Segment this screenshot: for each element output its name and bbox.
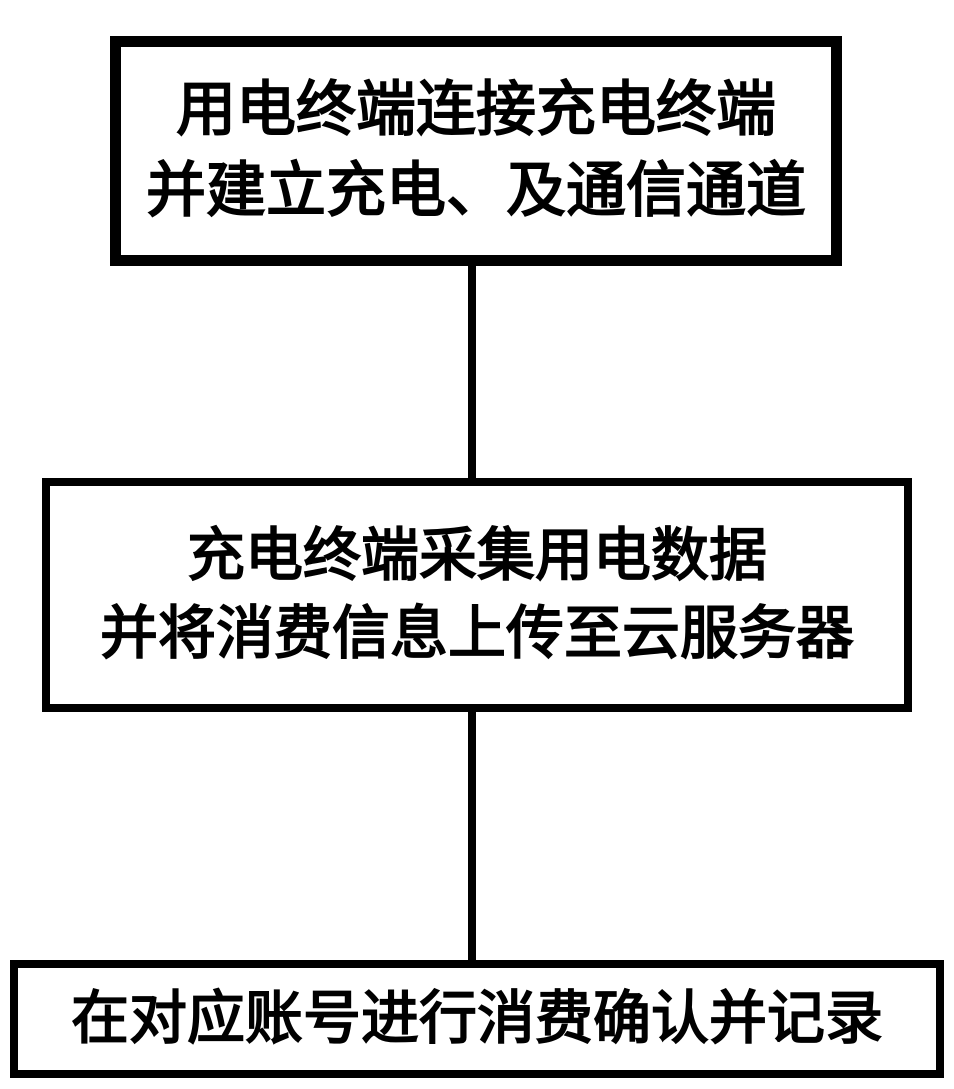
connector-2-3 <box>468 712 476 960</box>
flow-step-1-line-1: 用电终端连接充电终端 <box>176 70 776 151</box>
flow-step-3-line-1: 在对应账号进行消费确认并记录 <box>71 980 883 1058</box>
flowchart-canvas: 用电终端连接充电终端 并建立充电、及通信通道 充电终端采集用电数据 并将消费信息… <box>0 0 954 1089</box>
flow-step-2: 充电终端采集用电数据 并将消费信息上传至云服务器 <box>42 478 912 712</box>
flow-step-2-line-2: 并将消费信息上传至云服务器 <box>100 595 854 673</box>
connector-1-2 <box>468 266 476 478</box>
flow-step-1: 用电终端连接充电终端 并建立充电、及通信通道 <box>110 36 842 266</box>
flow-step-2-line-1: 充电终端采集用电数据 <box>187 517 767 595</box>
flow-step-1-line-2: 并建立充电、及通信通道 <box>146 151 806 232</box>
flow-step-3: 在对应账号进行消费确认并记录 <box>10 960 944 1078</box>
